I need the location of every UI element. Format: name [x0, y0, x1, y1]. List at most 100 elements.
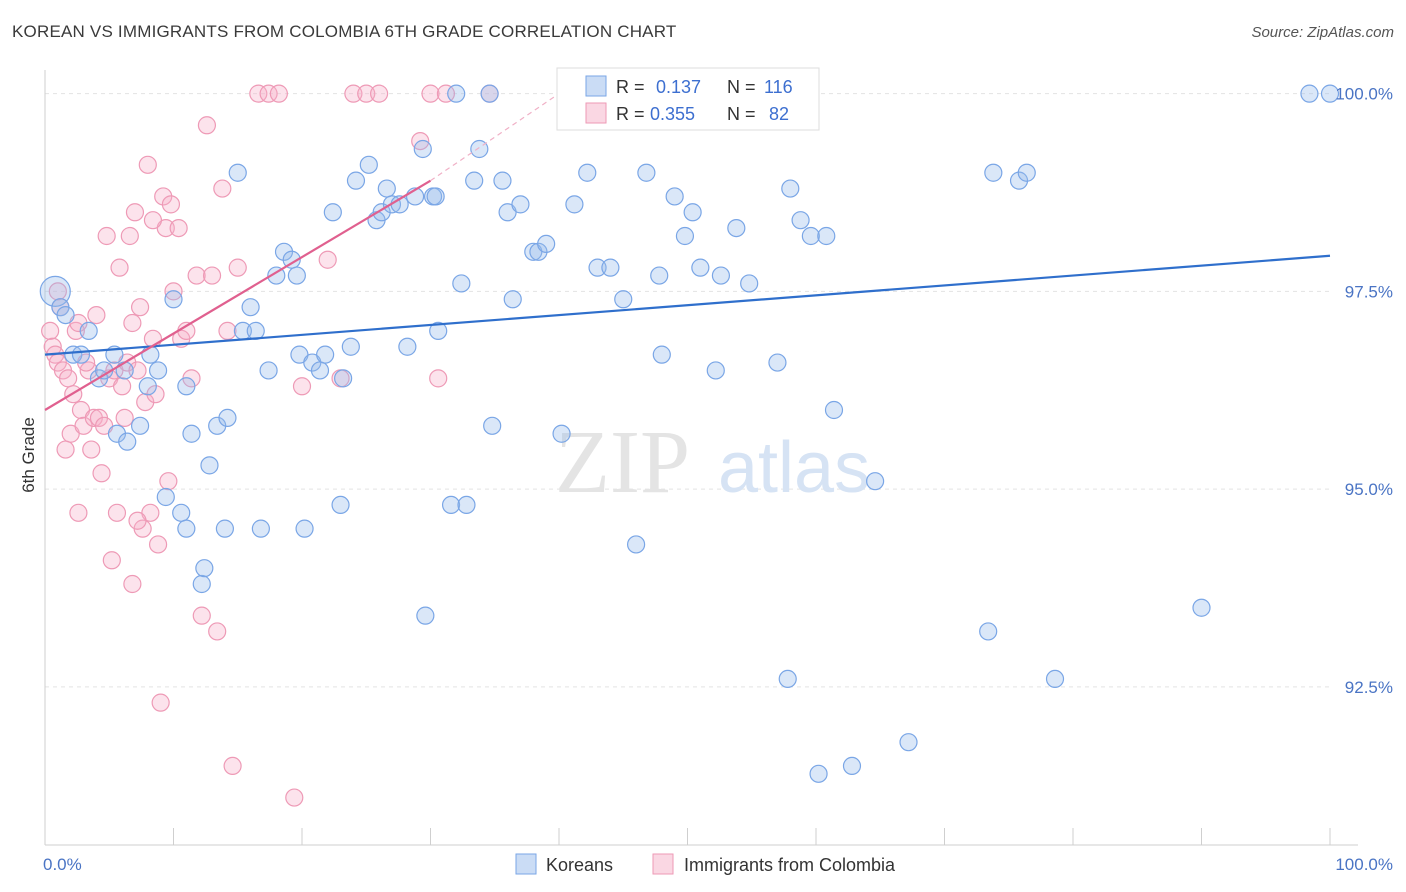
point-colombia-11	[69, 503, 88, 522]
point-colombia-41	[151, 693, 170, 712]
point-korean-45	[341, 337, 360, 356]
point-colombia-17	[87, 305, 106, 325]
point-korean-108	[1045, 669, 1065, 689]
bottom-legend-swatch-koreans	[515, 853, 537, 875]
point-korean-32	[259, 361, 278, 380]
point-colombia-60	[249, 84, 268, 103]
bottom-legend-swatch-colombia	[652, 853, 674, 875]
point-colombia-72	[429, 369, 448, 388]
point-korean-115	[809, 764, 828, 783]
series-immigrants-from-colombia	[41, 84, 499, 807]
point-korean-16	[156, 487, 175, 507]
point-korean-31	[251, 519, 270, 538]
point-colombia-30	[123, 313, 142, 333]
point-korean-77	[578, 163, 597, 182]
legend-r-label-2: R =	[616, 104, 645, 124]
point-korean-113	[426, 187, 445, 206]
point-korean-59	[441, 495, 461, 515]
watermark-zip: ZIP	[555, 413, 690, 512]
point-korean-91	[727, 218, 746, 238]
point-korean-81	[626, 535, 646, 554]
point-korean-3	[64, 345, 83, 364]
point-korean-60	[447, 84, 466, 103]
point-colombia-63	[285, 788, 304, 807]
point-korean-78	[588, 258, 607, 277]
point-colombia-47	[169, 218, 188, 238]
point-colombia-29	[120, 226, 139, 246]
point-korean-67	[493, 171, 512, 190]
point-colombia-79	[128, 511, 147, 530]
point-korean-96	[781, 179, 800, 198]
point-colombia-53	[197, 116, 217, 135]
x-tick-label-0: 0.0%	[43, 855, 82, 874]
point-colombia-27	[115, 408, 134, 428]
point-korean-19	[177, 377, 196, 396]
watermark-atlas: atlas	[718, 428, 870, 508]
chart-title: KOREAN VS IMMIGRANTS FROM COLOMBIA 6TH G…	[12, 22, 677, 41]
point-korean-2	[56, 305, 75, 325]
point-korean-30	[246, 321, 265, 341]
trend-line-koreans	[44, 254, 1331, 356]
legend-n-label-2: N =	[727, 104, 756, 124]
point-korean-103	[899, 733, 918, 752]
point-korean-15	[148, 361, 168, 380]
point-colombia-33	[130, 298, 150, 317]
point-korean-58	[429, 321, 448, 341]
point-colombia-19	[92, 464, 111, 483]
point-korean-43	[331, 495, 350, 515]
point-korean-50	[377, 179, 396, 198]
legend-n-value-1: 116	[764, 77, 793, 97]
legend-swatch-koreans	[585, 75, 607, 97]
point-korean-56	[416, 606, 435, 625]
point-korean-104	[979, 622, 998, 641]
point-colombia-74	[48, 282, 67, 301]
correlation-legend: R = 0.137 N = 116 R = 0.355 N = 82	[556, 67, 820, 131]
point-korean-20	[182, 424, 201, 443]
y-tick-label-2: 97.5%	[1345, 282, 1393, 301]
point-korean-95	[778, 669, 797, 689]
point-korean-41	[316, 345, 335, 364]
point-colombia-40	[148, 535, 168, 554]
point-korean-26	[218, 408, 237, 428]
point-korean-66	[483, 416, 502, 435]
point-colombia-55	[208, 622, 227, 641]
point-colombia-7	[59, 369, 78, 388]
trend-line-colombia	[44, 179, 432, 411]
point-korean-47	[359, 155, 378, 174]
point-korean-22	[195, 559, 214, 578]
trend-lines	[44, 93, 1331, 411]
point-colombia-52	[192, 606, 211, 625]
x-tick-labels: 0.0% 100.0%	[43, 855, 1393, 874]
point-colombia-69	[370, 84, 389, 103]
point-colombia-25	[110, 258, 129, 277]
bottom-legend-label-koreans: Koreans	[546, 855, 613, 875]
point-korean-109	[1192, 598, 1211, 617]
point-korean-23	[200, 456, 219, 475]
y-tick-labels: 92.5% 95.0% 97.5% 100.0%	[1335, 85, 1393, 697]
point-korean-99	[817, 226, 836, 246]
x-tick-label-1: 100.0%	[1335, 855, 1393, 874]
point-korean-114	[637, 163, 656, 182]
point-korean-79	[601, 258, 620, 277]
chart-source: Source: ZipAtlas.com	[1251, 24, 1394, 41]
point-colombia-32	[128, 361, 147, 380]
legend-n-value-2: 82	[769, 104, 789, 124]
point-korean-29	[241, 298, 260, 317]
point-korean-97	[791, 211, 810, 230]
point-colombia-81	[436, 84, 456, 103]
point-colombia-26	[112, 377, 132, 396]
point-colombia-21	[97, 226, 116, 246]
y-tick-label-1: 95.0%	[1345, 480, 1393, 499]
point-colombia-51	[187, 266, 206, 285]
point-colombia-45	[161, 195, 181, 214]
point-colombia-68	[357, 84, 376, 103]
point-korean-112	[177, 519, 196, 538]
point-korean-21	[192, 574, 211, 594]
point-korean-12	[130, 416, 150, 435]
y-axis-label: 6th Grade	[19, 417, 38, 493]
point-korean-44	[334, 369, 353, 388]
point-colombia-15	[82, 440, 101, 459]
point-korean-18	[172, 503, 191, 522]
point-korean-88	[691, 258, 710, 277]
legend-swatch-colombia	[585, 102, 607, 124]
